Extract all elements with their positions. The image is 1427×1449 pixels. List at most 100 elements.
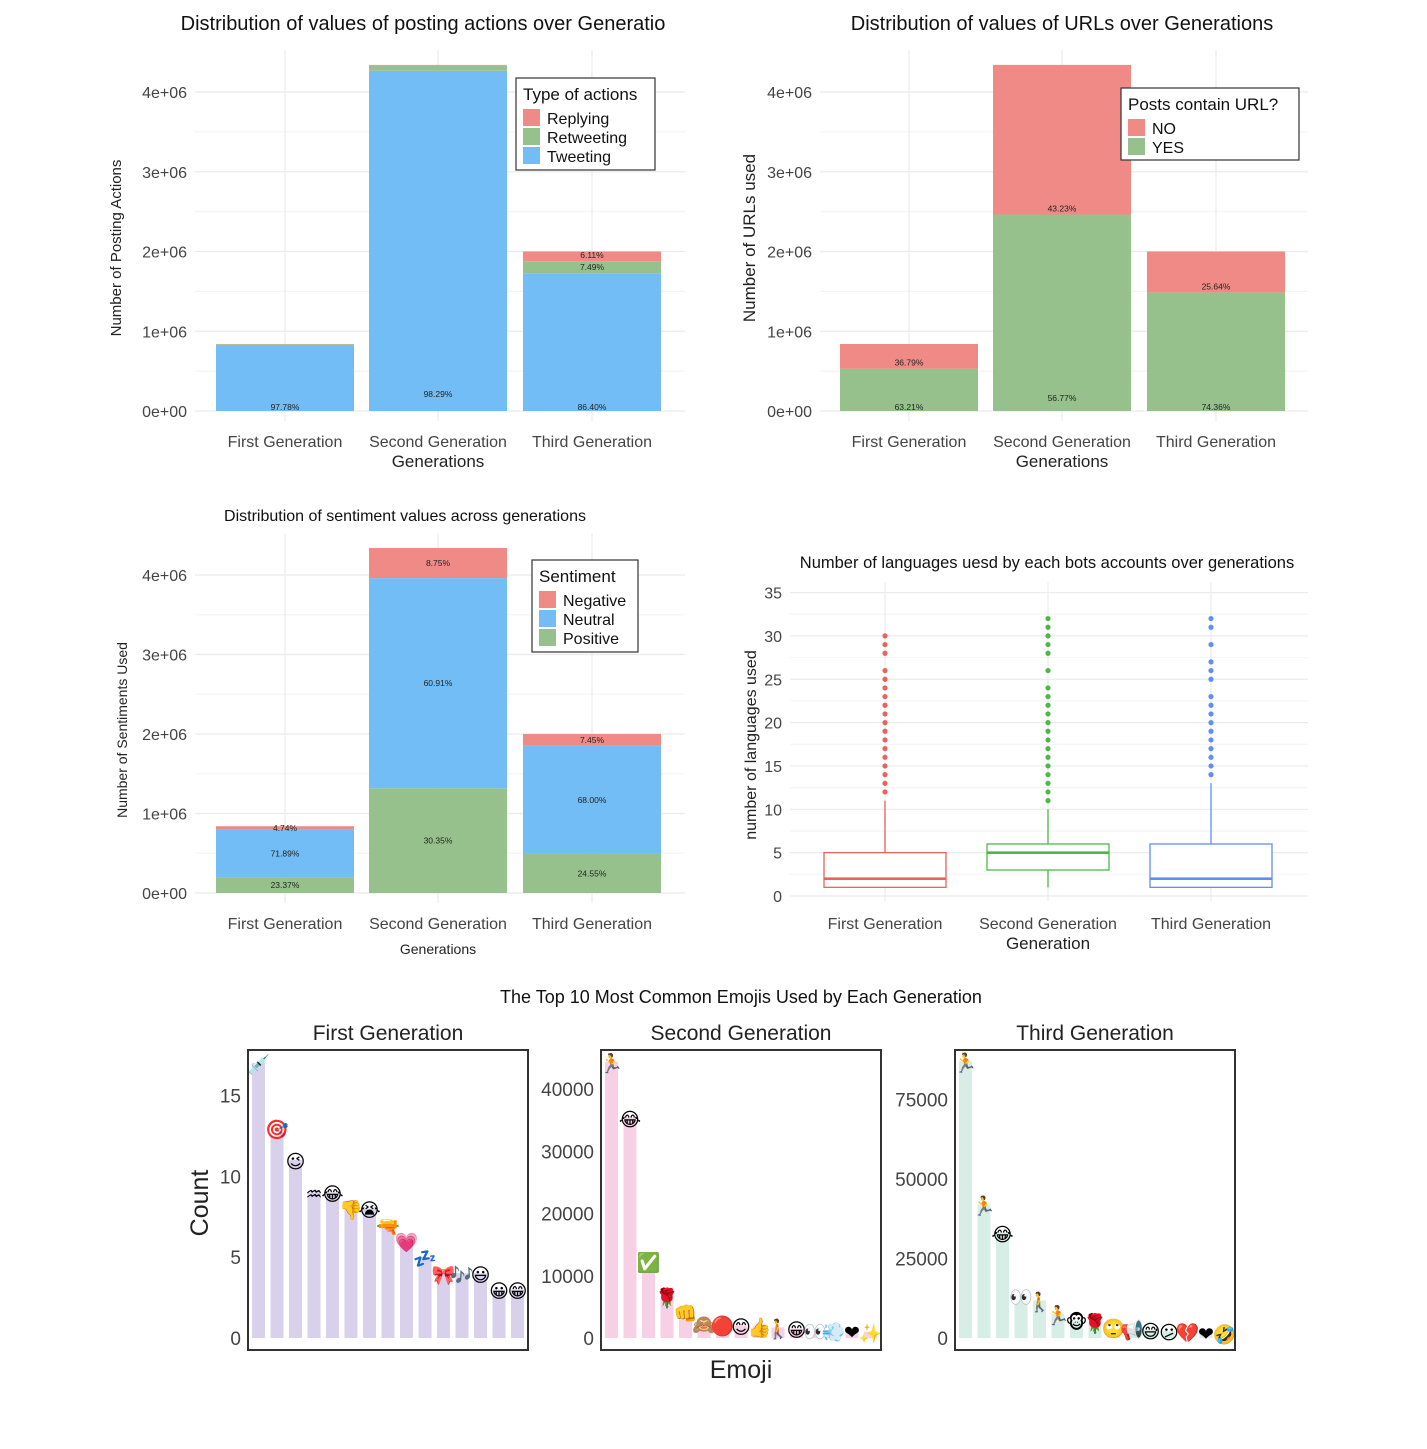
x-tick-label: Third Generation	[1151, 916, 1271, 933]
facet-panel: First Generation 0 5 10 15 💉 🎯 😉 ♒😂👎😭🔫💗💤🎀🎶😃😀😁	[220, 1022, 529, 1351]
emoji-label: 😁	[787, 1320, 807, 1342]
legend-title: Type of actions	[523, 85, 637, 104]
legend-label: YES	[1152, 140, 1184, 157]
emoji-label: ✨	[859, 1323, 883, 1345]
emoji-label: 😂	[619, 1109, 641, 1131]
emoji-label: ❤	[844, 1322, 860, 1344]
outlier-point	[1045, 702, 1051, 708]
data-label: 98.29%	[424, 389, 453, 399]
y-tick-label: 25000	[895, 1250, 948, 1271]
bar	[790, 1328, 803, 1338]
data-label: 60.91%	[424, 678, 453, 688]
outlier-point	[1045, 633, 1051, 639]
emoji-label: 🚶	[1028, 1290, 1052, 1313]
bar-segment	[1147, 292, 1285, 411]
y-tick-label: 30000	[541, 1142, 594, 1163]
x-tick-label: First Generation	[852, 434, 967, 451]
outlier-point	[882, 676, 888, 682]
legend-swatch	[1128, 119, 1145, 136]
data-label: 7.45%	[580, 735, 605, 745]
y-tick-label: 15	[220, 1086, 241, 1107]
y-tick-label: 40000	[541, 1080, 594, 1101]
bar	[716, 1324, 729, 1338]
box-iqr	[823, 852, 947, 888]
emoji-label: 💔	[1176, 1323, 1200, 1345]
outlier-point	[1208, 676, 1214, 682]
bar	[252, 1063, 265, 1338]
outlier-point	[1045, 763, 1051, 769]
data-label: 30.35%	[424, 836, 453, 846]
emoji-label: 👀	[1009, 1286, 1033, 1308]
outlier-point	[1045, 711, 1051, 717]
y-tick-label: 0	[583, 1329, 594, 1350]
x-axis-label: Generation	[1006, 934, 1090, 953]
bar-segment	[523, 734, 661, 746]
bar-segment	[840, 368, 978, 411]
emoji-label: 🏃	[972, 1194, 996, 1217]
y-tick-label: 1e+06	[142, 807, 187, 824]
data-label: 86.40%	[578, 402, 607, 412]
outlier-point	[882, 763, 888, 769]
emoji-label: 🏃	[1046, 1304, 1070, 1327]
y-axis-label: Number of URLs used	[740, 154, 759, 322]
y-tick-label: 1e+06	[767, 324, 812, 341]
y-tick-label: 20000	[541, 1205, 594, 1226]
bar	[326, 1192, 339, 1338]
outlier-point	[882, 711, 888, 717]
bar-segment	[369, 65, 507, 71]
outlier-point	[1045, 780, 1051, 786]
legend-label: Positive	[563, 631, 619, 648]
y-tick-label: 50000	[895, 1170, 948, 1191]
bar	[1014, 1295, 1028, 1338]
outlier-point	[882, 789, 888, 795]
outlier-point	[1045, 650, 1051, 656]
emoji-label: 🐵	[1066, 1312, 1088, 1334]
x-tick-label: First Generation	[828, 916, 943, 933]
chart-title: Number of languages uesd by each bots ac…	[800, 554, 1294, 572]
box-iqr	[1149, 843, 1273, 888]
outlier-point	[882, 693, 888, 700]
outlier-point	[882, 702, 888, 708]
emoji-label: 💗	[395, 1232, 419, 1254]
emoji-label: 😉	[286, 1151, 306, 1173]
emoji-label: 📢	[1120, 1318, 1144, 1341]
data-label: 63.21%	[895, 402, 924, 412]
emoji-label: 😅	[1141, 1321, 1161, 1343]
outlier-point	[1208, 720, 1214, 726]
panel-border	[600, 1049, 882, 1351]
emoji-label: 🌹	[655, 1286, 679, 1309]
bar	[1218, 1332, 1231, 1338]
y-axis-label: Number of Sentiments Used	[114, 642, 130, 818]
bar	[270, 1127, 284, 1338]
legend-swatch	[539, 591, 556, 608]
bar	[418, 1257, 432, 1338]
bar	[1181, 1331, 1194, 1338]
outlier-point	[1208, 746, 1214, 752]
data-label: 71.89%	[271, 848, 300, 858]
data-label: 24.55%	[578, 868, 607, 878]
y-tick-label: 2e+06	[767, 245, 812, 262]
box-iqr	[986, 843, 1110, 871]
y-tick-label: 15	[764, 759, 782, 776]
bar-segment	[523, 251, 661, 262]
y-tick-label: 1e+06	[142, 324, 187, 341]
x-axis-label: Generations	[392, 452, 485, 471]
y-tick-label: 10	[220, 1167, 241, 1188]
emoji-label: 👎	[339, 1200, 363, 1222]
stacked-bar-chart: Distribution of values of posting action…	[108, 13, 685, 471]
outlier-point	[882, 641, 888, 648]
outlier-point	[882, 720, 888, 726]
facet-panel: Third Generation0250005000075000🏃🏃😂👀🚶🏃🐵🌹…	[895, 1022, 1236, 1351]
legend-swatch	[539, 610, 556, 627]
emoji-label: 🎶	[450, 1264, 474, 1286]
bar	[864, 1331, 877, 1338]
bar-segment	[216, 877, 354, 893]
emoji-label: 😊	[731, 1317, 751, 1339]
emoji-label: 🏃	[600, 1052, 624, 1075]
bar-segment	[216, 344, 354, 346]
bar-segment	[216, 345, 354, 411]
outlier-point	[1045, 693, 1051, 700]
y-tick-label: 0e+00	[142, 404, 187, 421]
emoji-label: ❤	[1198, 1323, 1214, 1345]
outlier-point	[1045, 754, 1051, 760]
